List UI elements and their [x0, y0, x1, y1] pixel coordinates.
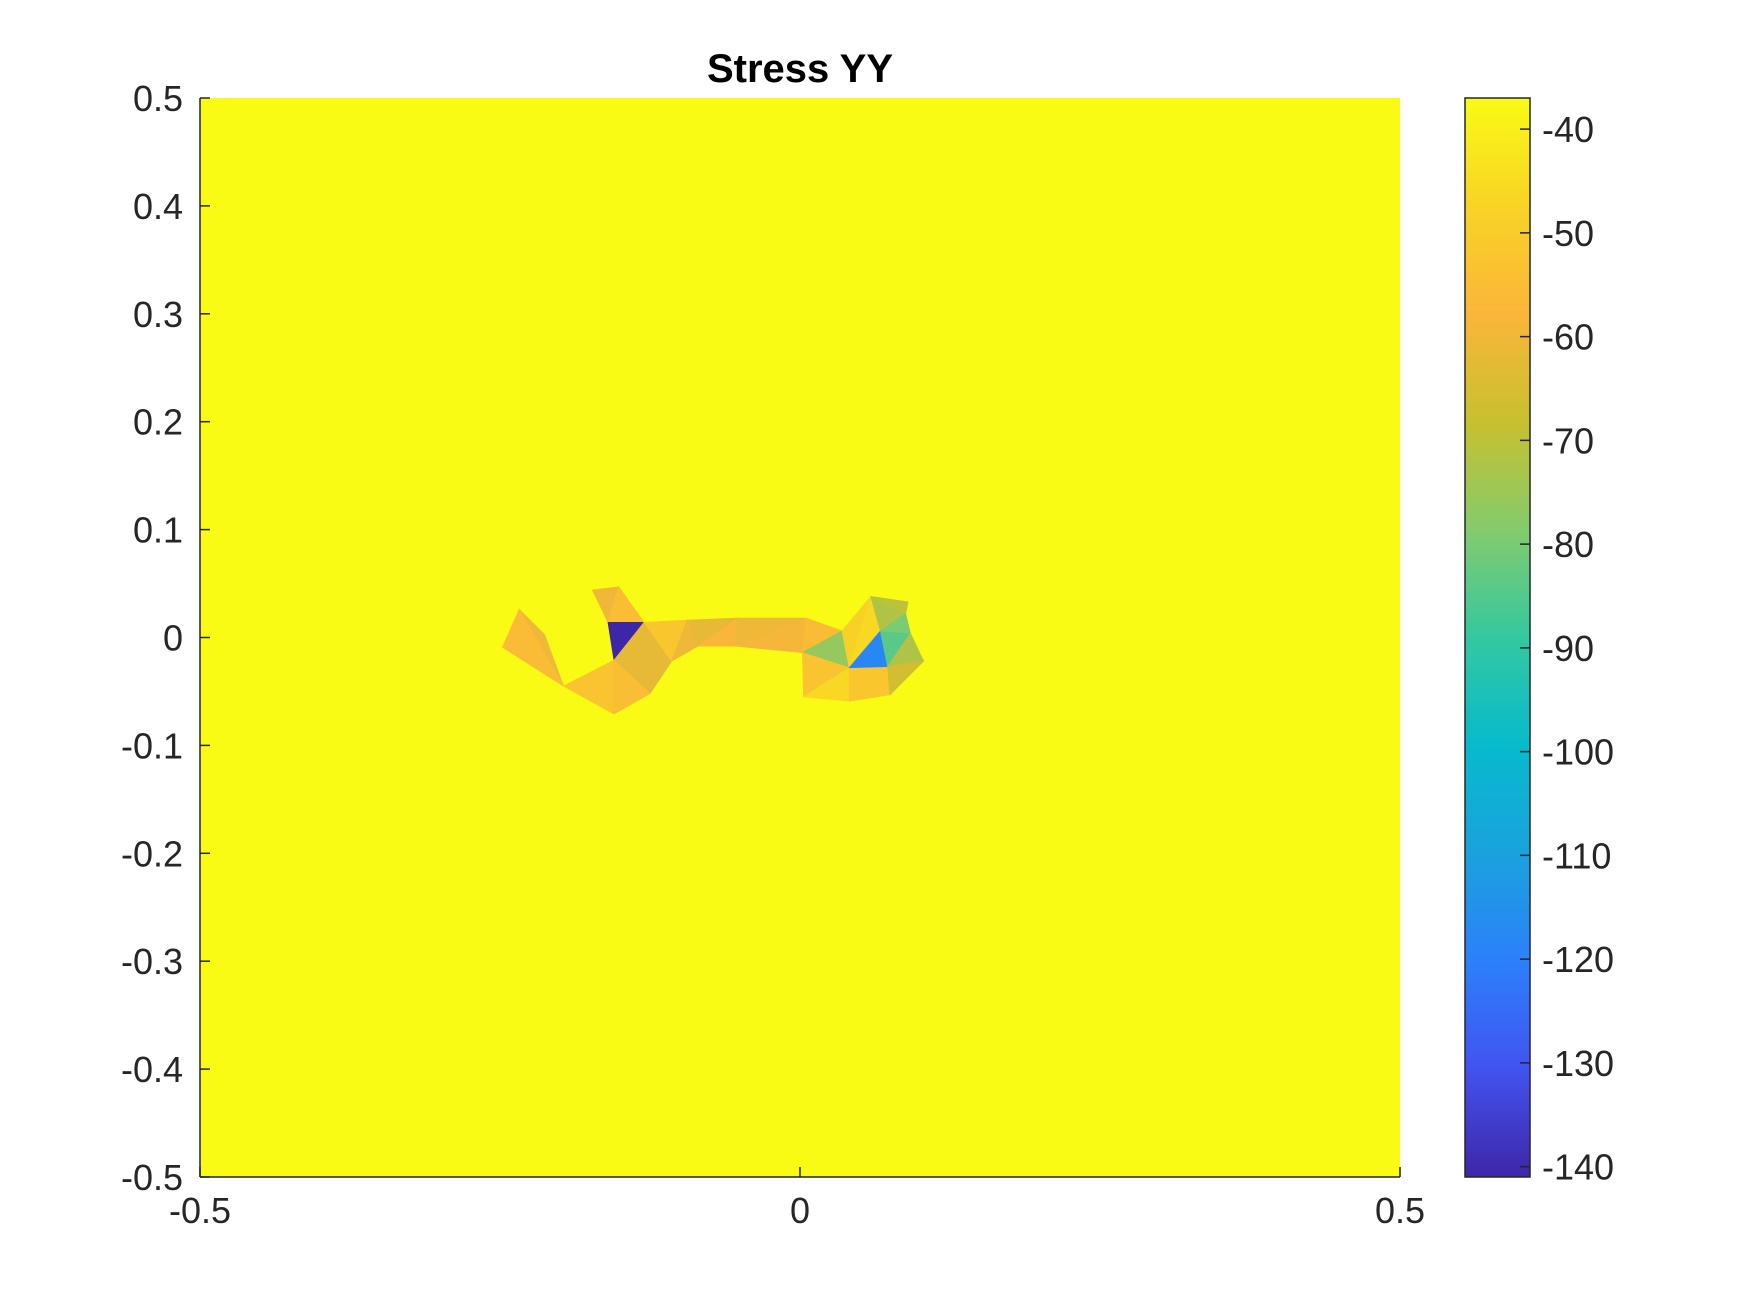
mesh-element-29: [879, 613, 911, 634]
colorbar: -40 -50 -60 -70 -80 -90 -100 -110 -120 -130 -140: [1464, 97, 1614, 1188]
y-tick-label: 0.5: [133, 78, 183, 119]
y-tick-label: -0.2: [121, 833, 183, 874]
colorbar-tick-label: -80: [1542, 524, 1594, 565]
axes: -0.5 0 0.5 0.5 0.4 0.3 0.2 0.1 0 -0.1 -0.2 -0.3 -0.4…: [121, 78, 1425, 1231]
y-tick-label: -0.3: [121, 941, 183, 982]
mesh-element-9: [613, 659, 651, 715]
chart-title: Stress YY: [707, 47, 893, 91]
y-tick-label: 0.2: [133, 402, 183, 443]
colorbar-gradient: [1464, 97, 1531, 1178]
colorbar-tick-label: -100: [1542, 732, 1614, 773]
colorbar-tick-label: -110: [1542, 835, 1611, 876]
y-tick-label: 0: [163, 618, 183, 659]
colorbar-tick-label: -40: [1542, 109, 1594, 150]
y-tick-label: -0.1: [121, 725, 183, 766]
colorbar-tick-label: -140: [1542, 1147, 1614, 1188]
x-tick-label: -0.5: [169, 1190, 231, 1231]
colorbar-tick-label: -70: [1542, 420, 1594, 461]
mesh-element-2: [501, 608, 564, 687]
y-tick-label: 0.1: [133, 510, 183, 551]
mesh-element-27: [887, 660, 925, 696]
colorbar-tick-label: -130: [1542, 1043, 1614, 1084]
x-tick-label: 0.5: [1375, 1190, 1425, 1231]
colorbar-tick-label: -60: [1542, 317, 1594, 358]
colorbar-tick-label: -50: [1542, 213, 1594, 254]
y-tick-label: -0.5: [121, 1157, 183, 1198]
colorbar-tick-label: -90: [1542, 628, 1594, 669]
x-tick-label: 0: [790, 1190, 810, 1231]
y-tick-label: 0.4: [133, 186, 183, 227]
y-tick-label: -0.4: [121, 1049, 183, 1090]
colorbar-tick-label: -120: [1542, 939, 1614, 980]
y-tick-label: 0.3: [133, 294, 183, 335]
mesh-layer: [501, 585, 925, 715]
mesh-element-30: [870, 596, 909, 615]
